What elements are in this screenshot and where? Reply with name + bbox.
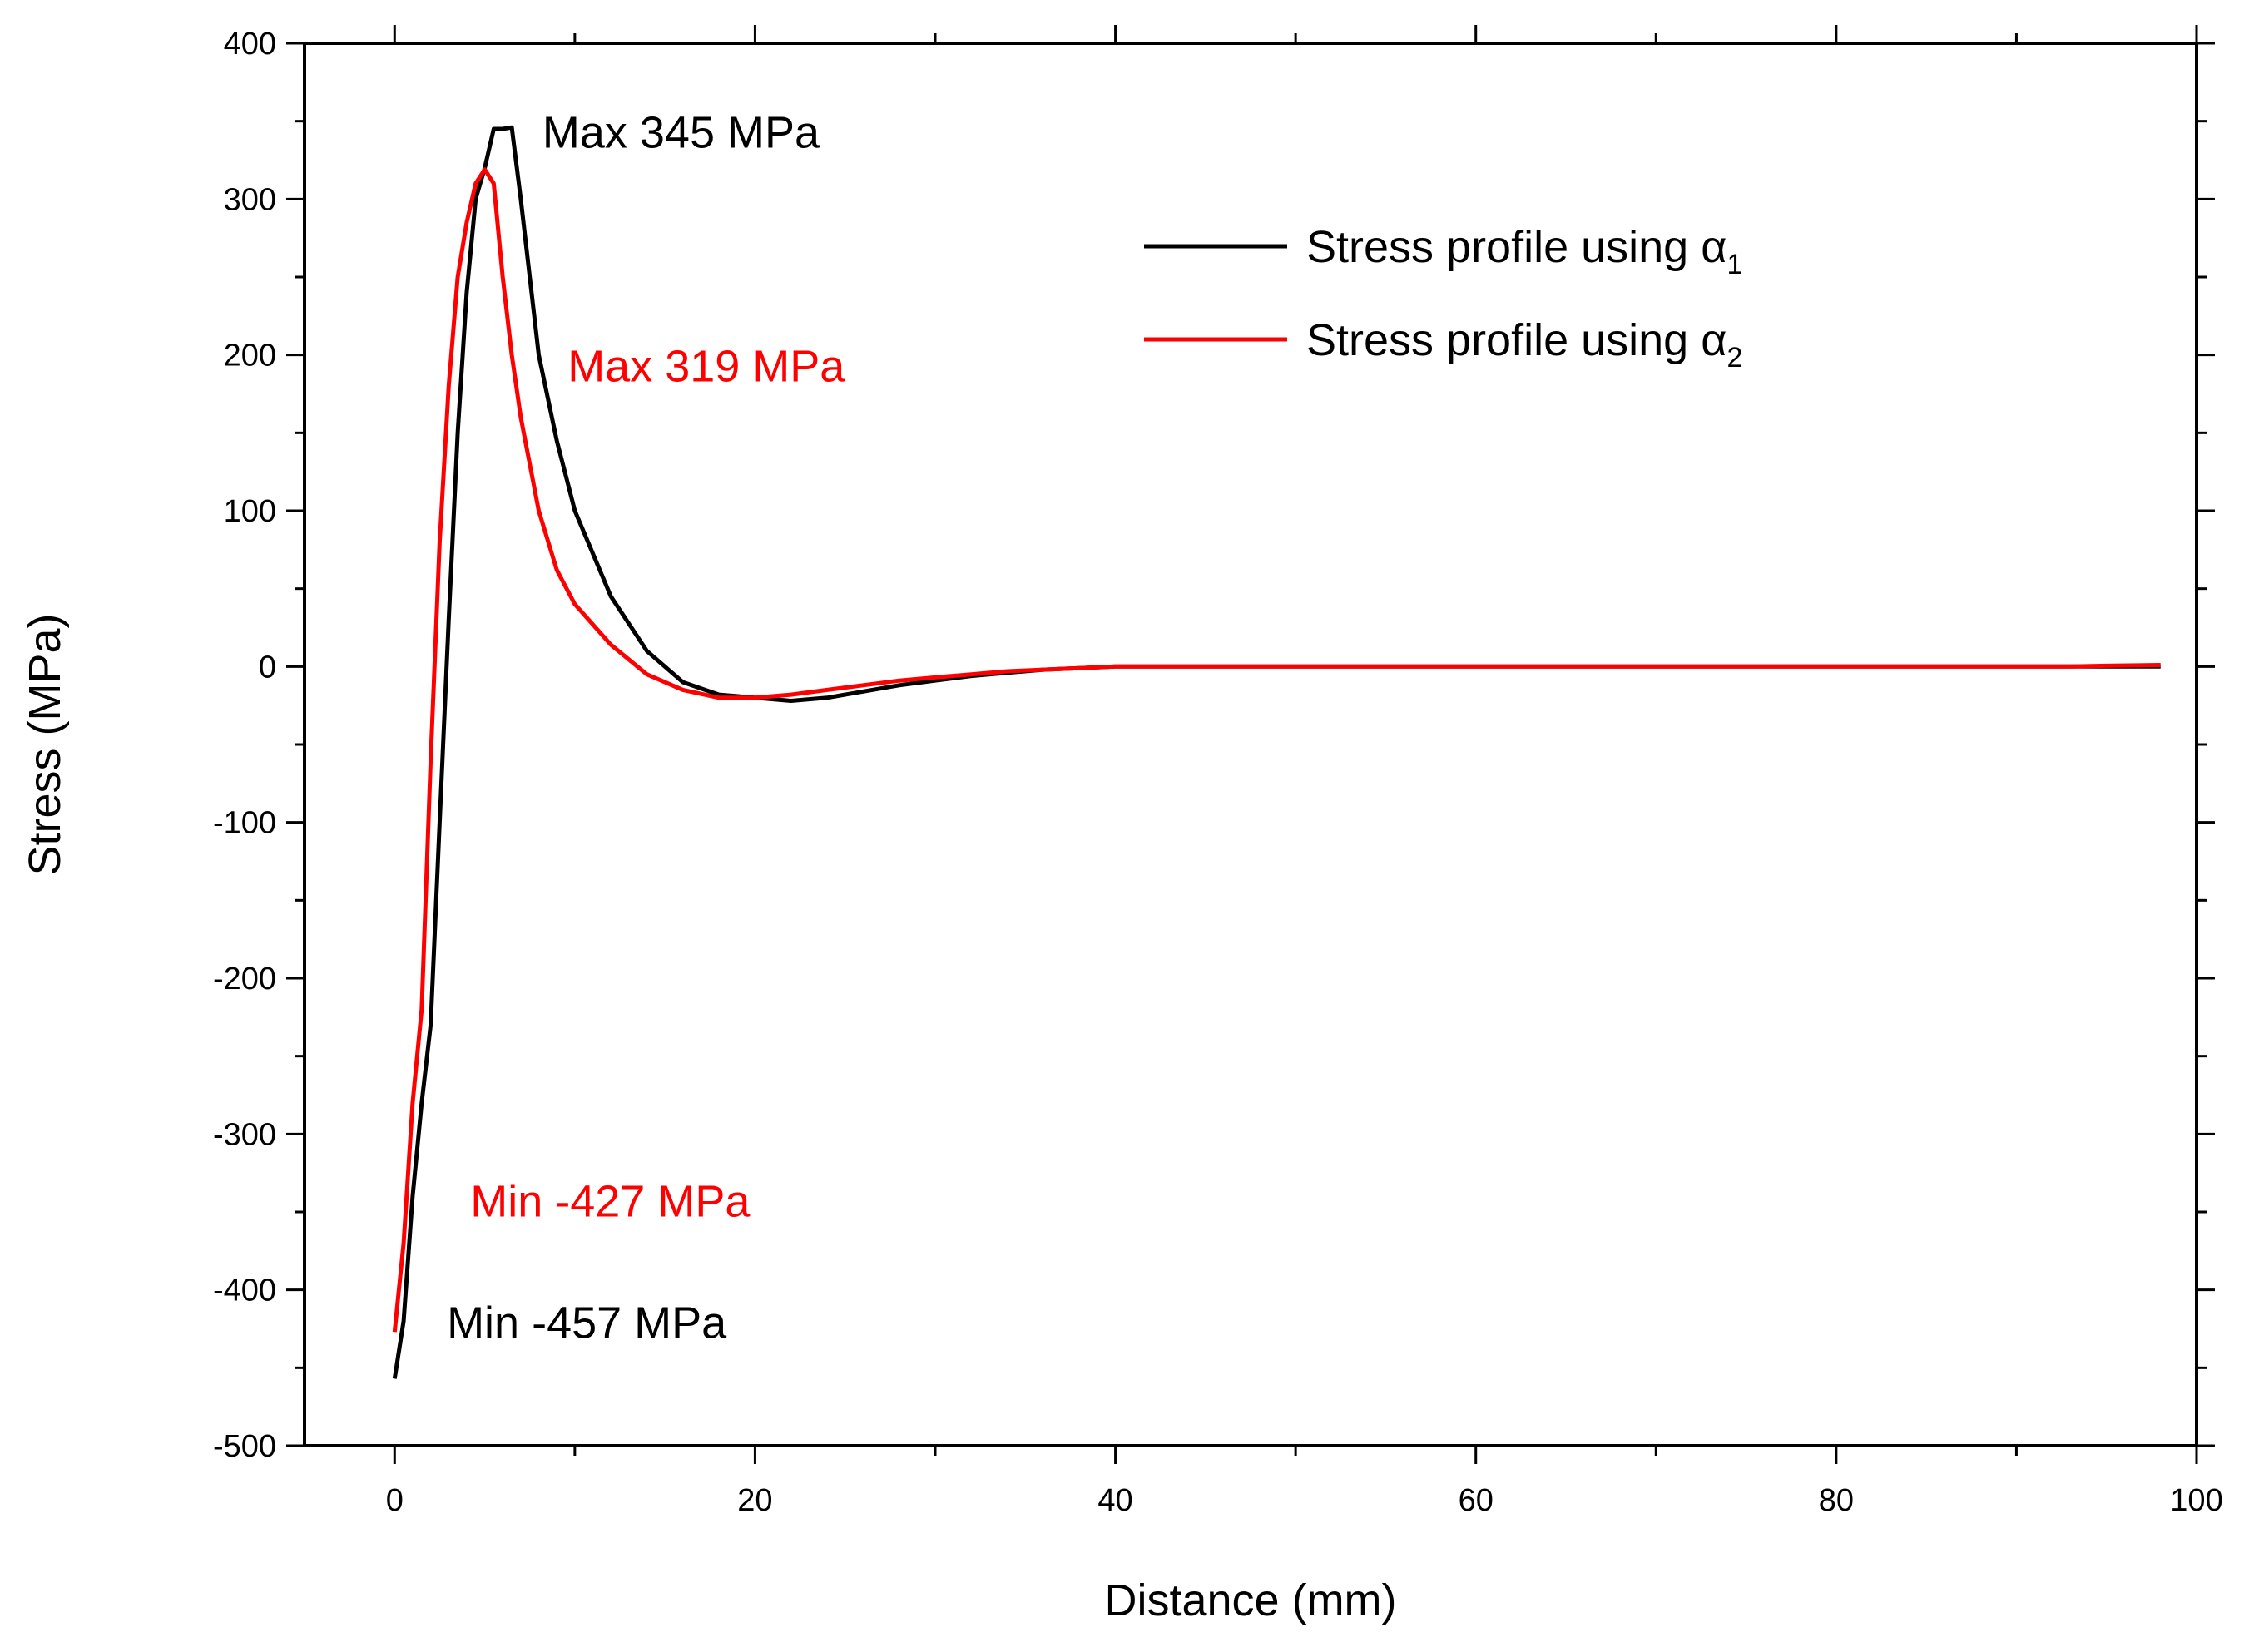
x-tick-label: 0	[386, 1483, 404, 1518]
plot-frame	[303, 42, 2198, 1447]
series-line-alpha2	[392, 167, 2161, 1333]
y-tick-label: 400	[224, 27, 276, 62]
y-tick-label: 0	[259, 650, 276, 685]
y-tick-label: -100	[213, 806, 276, 841]
y-tick-label: -500	[213, 1429, 276, 1464]
legend: Stress profile using α1 Stress profile u…	[1144, 222, 1742, 373]
axis-ticks	[286, 25, 2215, 1464]
y-tick-label: -200	[213, 962, 276, 997]
x-tick-label: 20	[737, 1483, 772, 1518]
annotation-label: Max 345 MPa	[542, 108, 820, 158]
y-tick-label: 300	[224, 182, 276, 217]
y-tick-labels: -500 -400 -300 -200 -100 0 100 200 300 400	[213, 27, 276, 1464]
y-tick-label: -300	[213, 1117, 276, 1152]
legend-label-alpha2: Stress profile using α2	[1306, 315, 1742, 373]
legend-label-alpha1: Stress profile using α1	[1306, 222, 1742, 280]
annotation-label: Max 319 MPa	[567, 342, 845, 392]
y-tick-label: -400	[213, 1274, 276, 1308]
series-lines	[392, 125, 2161, 1379]
x-tick-label: 40	[1097, 1483, 1132, 1518]
annotation-label: Min -457 MPa	[447, 1298, 727, 1348]
annotation-label: Min -427 MPa	[470, 1177, 751, 1227]
x-tick-labels: 0 20 40 60 80 100	[386, 1483, 2223, 1518]
y-axis-title: Stress (MPa)	[20, 613, 70, 875]
annotations: Max 345 MPa Max 319 MPa Min -427 MPa Min -4…	[447, 108, 845, 1348]
x-tick-label: 80	[1819, 1483, 1854, 1518]
x-axis-title: Distance (mm)	[1104, 1575, 1396, 1625]
x-tick-label: 60	[1459, 1483, 1494, 1518]
y-tick-label: 100	[224, 494, 276, 529]
y-tick-label: 200	[224, 339, 276, 373]
x-tick-label: 100	[2170, 1483, 2222, 1518]
